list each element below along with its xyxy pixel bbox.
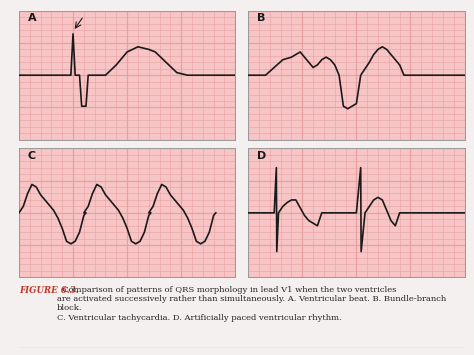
Text: FIGURE 6.3.  Comparison of patterns of QRS morphology in lead V1 when the two ve: FIGURE 6.3. Comparison of patterns of QR…	[19, 286, 447, 316]
Text: C: C	[27, 151, 36, 160]
Text: Comparison of patterns of QRS morphology in lead V1 when the two ventricles
are : Comparison of patterns of QRS morphology…	[57, 286, 446, 322]
Text: D: D	[257, 151, 266, 160]
Text: A: A	[27, 13, 36, 23]
Text: B: B	[257, 13, 265, 23]
Text: FIGURE 6.3.: FIGURE 6.3.	[19, 286, 79, 295]
